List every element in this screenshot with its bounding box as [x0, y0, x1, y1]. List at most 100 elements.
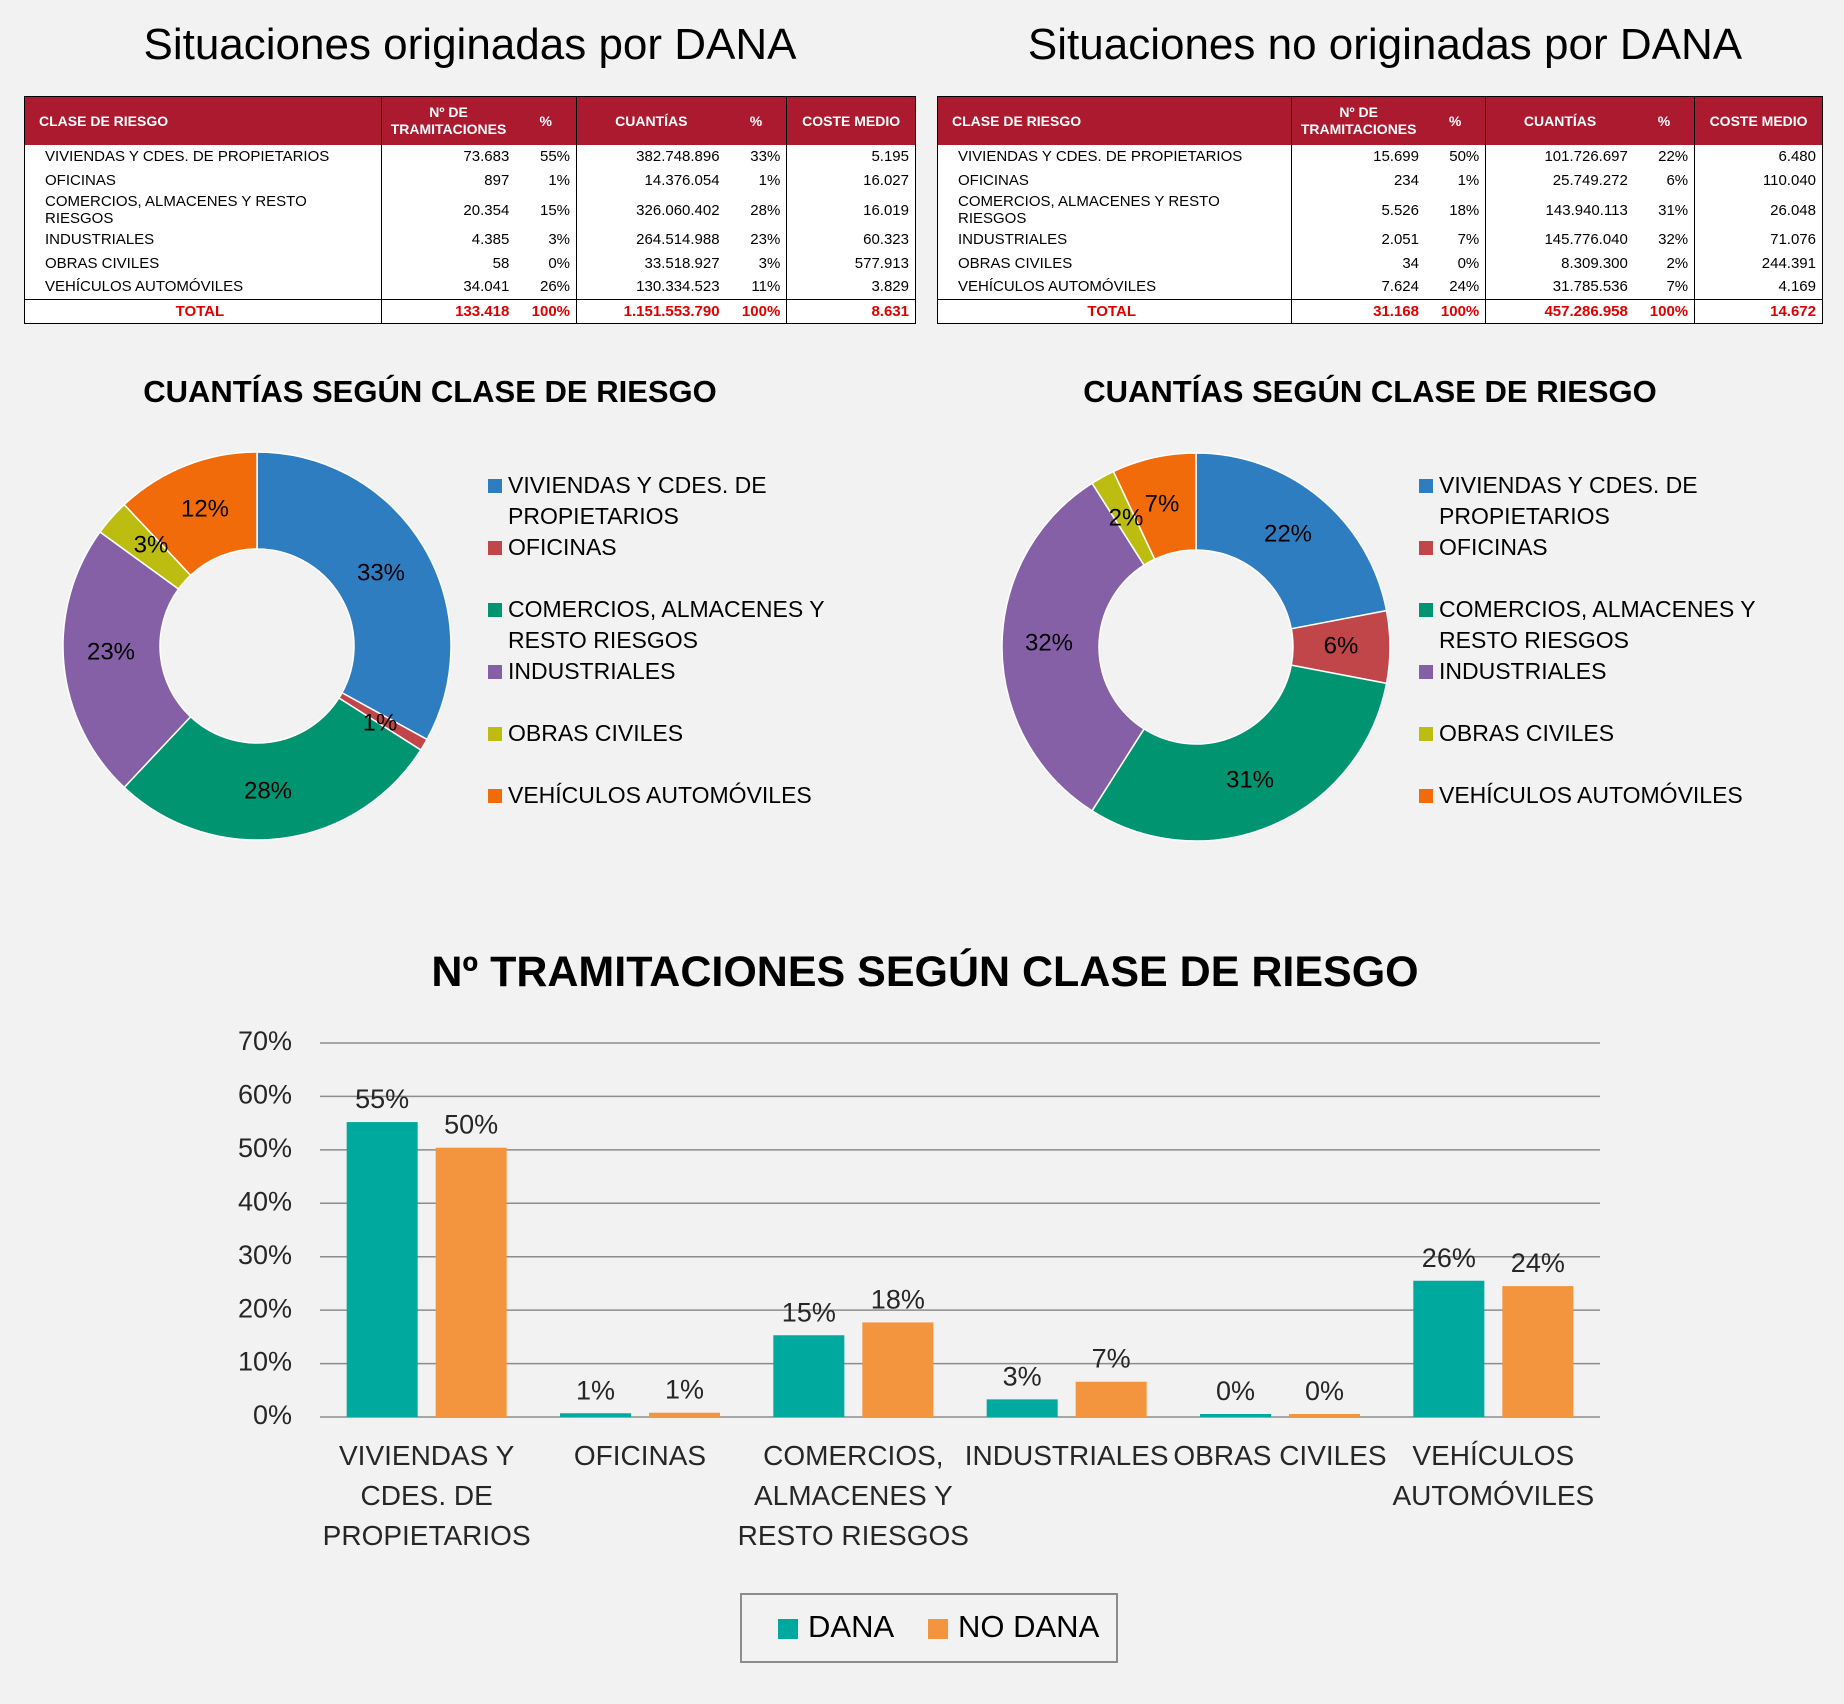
- donut-slice: [62, 530, 192, 789]
- y-tick-label: 40%: [238, 1186, 292, 1216]
- bar-nodana: [435, 1147, 507, 1417]
- cell-pct2: 22%: [1658, 148, 1689, 166]
- x-category-label: CDES. DE: [361, 1480, 493, 1511]
- cell-pct: 18%: [1449, 201, 1480, 219]
- cell-pct2: 31%: [1658, 201, 1689, 219]
- donut-slice: [1001, 482, 1146, 812]
- cell-num: 4.385: [380, 228, 516, 252]
- cell-pct: 1%: [1457, 171, 1480, 189]
- cell-pct2: 11%: [751, 278, 781, 296]
- legend-label: INDUSTRIALES: [508, 658, 676, 684]
- cell-clase: OBRAS CIVILES: [45, 254, 160, 272]
- cell-cuantia: 382.748.896: [576, 145, 726, 169]
- cell-clase: VEHÍCULOS AUTOMÓVILES: [958, 278, 1157, 296]
- cell-pct2: 100%: [1633, 298, 1695, 324]
- dana-table: CLASE DE RIESGO Nº DE TRAMITACIONES % CUA…: [24, 96, 916, 324]
- cell-coste: 110.040: [1694, 168, 1823, 192]
- cell-clase: OFICINAS: [45, 171, 116, 189]
- cell-cuantia: 8.309.300: [1485, 251, 1634, 275]
- cell-pct: 1%: [548, 171, 571, 189]
- donut-slice: [256, 451, 452, 741]
- cell-pct: 7%: [1457, 231, 1480, 249]
- bar-data-label: 0%: [1216, 1376, 1255, 1406]
- legend-swatch-nodana: [928, 1619, 948, 1639]
- cell-pct: 50%: [1449, 148, 1480, 166]
- bar-data-label: 3%: [1003, 1361, 1042, 1391]
- table-header-row: CLASE DE RIESGO Nº DE TRAMITACIONES % CUA…: [937, 96, 1823, 145]
- bar-data-label: 55%: [355, 1084, 409, 1114]
- cell-clase: VIVIENDAS Y CDES. DE PROPIETARIOS: [958, 148, 1243, 166]
- cell-num: 15.699: [1291, 145, 1425, 169]
- cell-pct2: 100%: [725, 298, 787, 324]
- legend-label-dana: DANA: [808, 1609, 895, 1644]
- table-row: INDUSTRIALES 4.385 3% 264.514.988 23% 60.323: [25, 228, 916, 252]
- bar-data-label: 50%: [444, 1110, 498, 1140]
- legend-label: VEHÍCULOS AUTOMÓVILES: [508, 782, 812, 808]
- col-coste-header: COSTE MEDIO: [1694, 96, 1823, 145]
- col-pct2-header: %: [725, 96, 787, 145]
- legend-swatch: [1419, 789, 1433, 803]
- y-tick-label: 50%: [238, 1133, 292, 1163]
- legend-label: OFICINAS: [1439, 534, 1548, 560]
- bar-nodana: [649, 1412, 720, 1417]
- cell-cuantia: 326.060.402: [576, 192, 726, 228]
- bar-nodana: [1289, 1414, 1360, 1417]
- cell-cuantia: 101.726.697: [1485, 145, 1634, 169]
- bar-chart-legend: DANA NO DANA: [740, 1593, 1118, 1663]
- y-tick-label: 20%: [238, 1293, 292, 1323]
- donut-data-label: 7%: [1145, 490, 1180, 517]
- legend-label: INDUSTRIALES: [1439, 658, 1607, 684]
- col-num-header-line1: Nº DE: [1339, 104, 1378, 120]
- cell-clase: VEHÍCULOS AUTOMÓVILES: [45, 278, 244, 296]
- cell-coste: 60.323: [786, 228, 916, 252]
- cell-pct: 15%: [539, 201, 571, 219]
- cell-cuantia: 25.749.272: [1485, 168, 1634, 192]
- cell-num: 20.354: [380, 192, 516, 228]
- cell-coste: 14.672: [1694, 298, 1823, 324]
- cell-coste: 16.027: [786, 168, 916, 192]
- cell-coste: 16.019: [786, 192, 916, 228]
- donut-nodana-title: CUANTÍAS SEGÚN CLASE DE RIESGO: [1083, 374, 1657, 409]
- cell-num: 2.051: [1291, 228, 1425, 252]
- bar-nodana: [862, 1322, 934, 1417]
- col-coste-header: COSTE MEDIO: [786, 96, 916, 145]
- legend-swatch: [1419, 603, 1433, 617]
- donut-data-label: 22%: [1264, 520, 1312, 547]
- legend-label: VIVIENDAS Y CDES. DE PROPIETARIOS: [1439, 472, 1698, 529]
- x-category-label: AUTOMÓVILES: [1392, 1480, 1594, 1511]
- legend-label: COMERCIOS, ALMACENES Y RESTO RIESGOS: [1439, 596, 1756, 653]
- cell-pct2: 3%: [758, 254, 781, 272]
- donut-data-label: 2%: [1109, 504, 1144, 531]
- bar-chart: 0% 10% 20% 30% 40% 50% 60% 70% 55% 50% VIVIENDAS Y…: [238, 1026, 1600, 1551]
- col-cuantias-header: CUANTÍAS: [576, 96, 726, 145]
- x-category-label: ALMACENES Y: [754, 1480, 953, 1511]
- col-num-header-line2: TRAMITACIONES: [1300, 121, 1417, 137]
- col-pct-header: %: [515, 96, 577, 145]
- legend-swatch: [488, 665, 502, 679]
- col-num-header: Nº DE TRAMITACIONES: [1291, 96, 1425, 145]
- cell-num: 234: [1291, 168, 1425, 192]
- cell-coste: 8.631: [786, 298, 916, 324]
- legend-label: VIVIENDAS Y CDES. DE PROPIETARIOS: [508, 472, 767, 529]
- cell-cuantia: 143.940.113: [1485, 192, 1634, 228]
- nodana-section-title: Situaciones no originadas por DANA: [1027, 20, 1743, 69]
- cell-pct: 0%: [548, 254, 571, 272]
- donut-chart-dana: 33% 1% 28% 23% 3% 12%: [62, 451, 452, 841]
- bar-data-label: 7%: [1092, 1344, 1131, 1374]
- donut-data-label: 6%: [1324, 632, 1359, 659]
- cell-cuantia: 31.785.536: [1485, 275, 1634, 299]
- donut-data-label: 1%: [363, 709, 398, 736]
- x-category-label: VEHÍCULOS: [1412, 1440, 1574, 1471]
- bar-data-label: 24%: [1511, 1248, 1565, 1278]
- legend-label: OBRAS CIVILES: [1439, 720, 1615, 746]
- cell-pct: 26%: [539, 278, 571, 296]
- bar-data-label: 0%: [1305, 1376, 1344, 1406]
- donut-slice: [1091, 664, 1388, 842]
- table-row: VIVIENDAS Y CDES. DE PROPIETARIOS 73.683 5…: [25, 145, 916, 169]
- cell-cuantia: 1.151.553.790: [576, 298, 726, 324]
- cell-clase: INDUSTRIALES: [45, 231, 155, 249]
- donut-dana-title: CUANTÍAS SEGÚN CLASE DE RIESGO: [143, 374, 717, 409]
- donut-data-label: 28%: [244, 777, 292, 804]
- bar-data-label: 1%: [576, 1375, 615, 1405]
- cell-pct2: 32%: [1658, 231, 1689, 249]
